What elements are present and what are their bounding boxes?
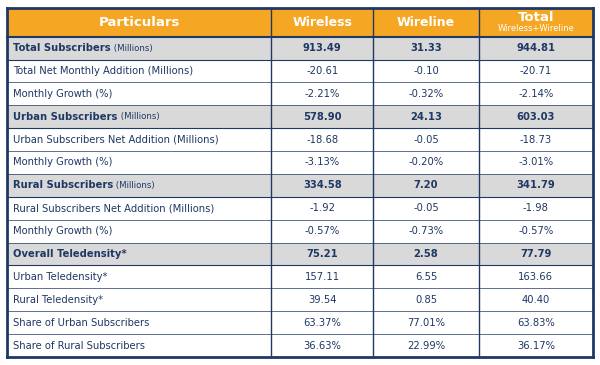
- Bar: [7, 265, 593, 288]
- Text: Urban Teledensity*: Urban Teledensity*: [13, 272, 108, 282]
- Text: 77.01%: 77.01%: [407, 318, 445, 328]
- Text: Wireless: Wireless: [292, 16, 352, 29]
- Text: 603.03: 603.03: [517, 112, 555, 122]
- Text: 578.90: 578.90: [303, 112, 341, 122]
- Bar: [7, 174, 593, 197]
- Bar: [7, 151, 593, 174]
- Text: Share of Rural Subscribers: Share of Rural Subscribers: [13, 341, 145, 350]
- Text: -0.57%: -0.57%: [518, 226, 553, 236]
- Text: 2.58: 2.58: [413, 249, 439, 259]
- Text: -0.10: -0.10: [413, 66, 439, 76]
- Text: Total Net Monthly Addition (Millions): Total Net Monthly Addition (Millions): [13, 66, 193, 76]
- Text: 944.81: 944.81: [516, 43, 556, 53]
- Text: -18.68: -18.68: [306, 135, 338, 145]
- Bar: [7, 8, 593, 37]
- Text: (Millions): (Millions): [111, 43, 152, 53]
- Text: -0.73%: -0.73%: [409, 226, 443, 236]
- Bar: [7, 105, 593, 128]
- Text: Rural Subscribers Net Addition (Millions): Rural Subscribers Net Addition (Millions…: [13, 203, 214, 213]
- Bar: [7, 82, 593, 105]
- Text: -1.98: -1.98: [523, 203, 549, 213]
- Text: Wireline: Wireline: [397, 16, 455, 29]
- Text: -2.21%: -2.21%: [305, 89, 340, 99]
- Text: Monthly Growth (%): Monthly Growth (%): [13, 226, 113, 236]
- Text: Total Subscribers: Total Subscribers: [13, 43, 111, 53]
- Bar: [7, 59, 593, 82]
- Text: Total: Total: [518, 11, 554, 24]
- Text: -2.14%: -2.14%: [518, 89, 553, 99]
- Text: Urban Subscribers: Urban Subscribers: [13, 112, 118, 122]
- Text: 157.11: 157.11: [305, 272, 340, 282]
- Text: 24.13: 24.13: [410, 112, 442, 122]
- Text: -0.05: -0.05: [413, 135, 439, 145]
- Text: 7.20: 7.20: [414, 180, 438, 191]
- Text: 36.63%: 36.63%: [303, 341, 341, 350]
- Text: -20.61: -20.61: [306, 66, 338, 76]
- Text: Wireless+Wireline: Wireless+Wireline: [497, 24, 574, 32]
- Text: (Millions): (Millions): [118, 112, 159, 121]
- Text: Rural Teledensity*: Rural Teledensity*: [13, 295, 103, 305]
- Text: -1.92: -1.92: [309, 203, 335, 213]
- Bar: [7, 288, 593, 311]
- Bar: [7, 334, 593, 357]
- Text: Share of Urban Subscribers: Share of Urban Subscribers: [13, 318, 149, 328]
- Text: -0.20%: -0.20%: [409, 157, 443, 168]
- Text: 341.79: 341.79: [517, 180, 555, 191]
- Text: -0.05: -0.05: [413, 203, 439, 213]
- Text: -3.01%: -3.01%: [518, 157, 553, 168]
- Bar: [7, 36, 593, 59]
- Bar: [7, 197, 593, 220]
- Text: Monthly Growth (%): Monthly Growth (%): [13, 157, 113, 168]
- Text: 31.33: 31.33: [410, 43, 442, 53]
- Text: 6.55: 6.55: [415, 272, 437, 282]
- Text: 36.17%: 36.17%: [517, 341, 555, 350]
- Bar: [7, 311, 593, 334]
- Text: -20.71: -20.71: [520, 66, 552, 76]
- Text: 334.58: 334.58: [303, 180, 341, 191]
- Bar: [7, 128, 593, 151]
- Text: Urban Subscribers Net Addition (Millions): Urban Subscribers Net Addition (Millions…: [13, 135, 219, 145]
- Text: 77.79: 77.79: [520, 249, 551, 259]
- Text: -0.57%: -0.57%: [305, 226, 340, 236]
- Text: (Millions): (Millions): [113, 181, 155, 190]
- Text: 163.66: 163.66: [518, 272, 553, 282]
- Bar: [7, 220, 593, 243]
- Text: 0.85: 0.85: [415, 295, 437, 305]
- Bar: [7, 243, 593, 265]
- Text: -3.13%: -3.13%: [305, 157, 340, 168]
- Text: 39.54: 39.54: [308, 295, 337, 305]
- Text: 63.83%: 63.83%: [517, 318, 554, 328]
- Text: 22.99%: 22.99%: [407, 341, 445, 350]
- Text: Particulars: Particulars: [98, 16, 180, 29]
- Text: 913.49: 913.49: [303, 43, 341, 53]
- Text: Overall Teledensity*: Overall Teledensity*: [13, 249, 127, 259]
- Text: -0.32%: -0.32%: [409, 89, 443, 99]
- Text: 63.37%: 63.37%: [303, 318, 341, 328]
- Text: 75.21: 75.21: [307, 249, 338, 259]
- Text: -18.73: -18.73: [520, 135, 552, 145]
- Text: 40.40: 40.40: [521, 295, 550, 305]
- Text: Rural Subscribers: Rural Subscribers: [13, 180, 113, 191]
- Text: Monthly Growth (%): Monthly Growth (%): [13, 89, 113, 99]
